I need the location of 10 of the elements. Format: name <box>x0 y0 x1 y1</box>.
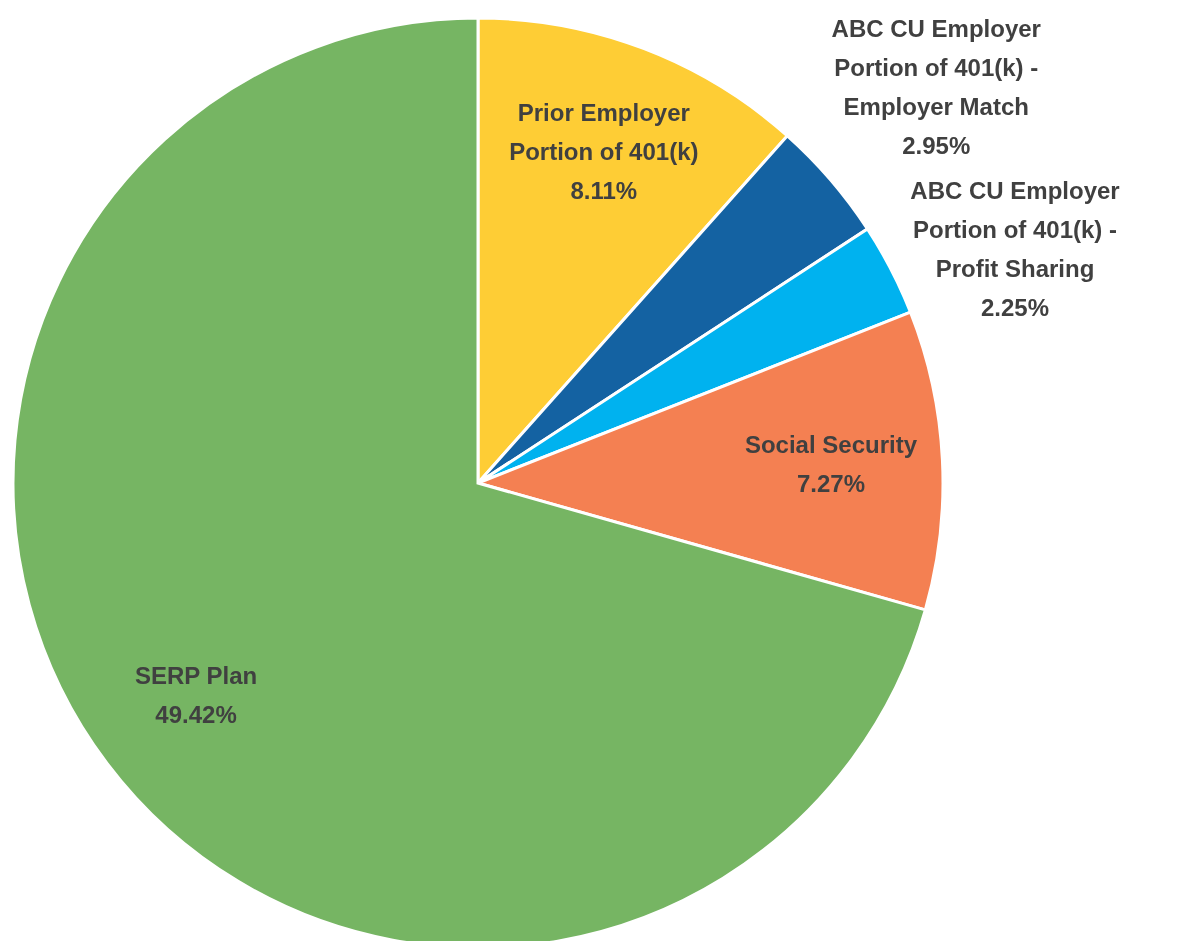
slice-label: ABC CU Employer Portion of 401(k) - Profit Sharing <box>910 177 1120 283</box>
slice-label: SERP Plan <box>134 661 258 689</box>
data-label: 2.95% <box>902 132 971 160</box>
slice-label: ABC CU Employer Portion of 401(k) - Employer Match <box>831 15 1041 121</box>
slice-label: Prior Employer Portion of 401(k) <box>509 98 699 165</box>
slice-label: Social Security <box>744 430 918 458</box>
data-label: 7.27% <box>796 469 865 497</box>
data-label: 2.25% <box>980 294 1050 322</box>
data-label: 49.42% <box>155 700 237 728</box>
data-label: 8.11% <box>570 176 638 204</box>
